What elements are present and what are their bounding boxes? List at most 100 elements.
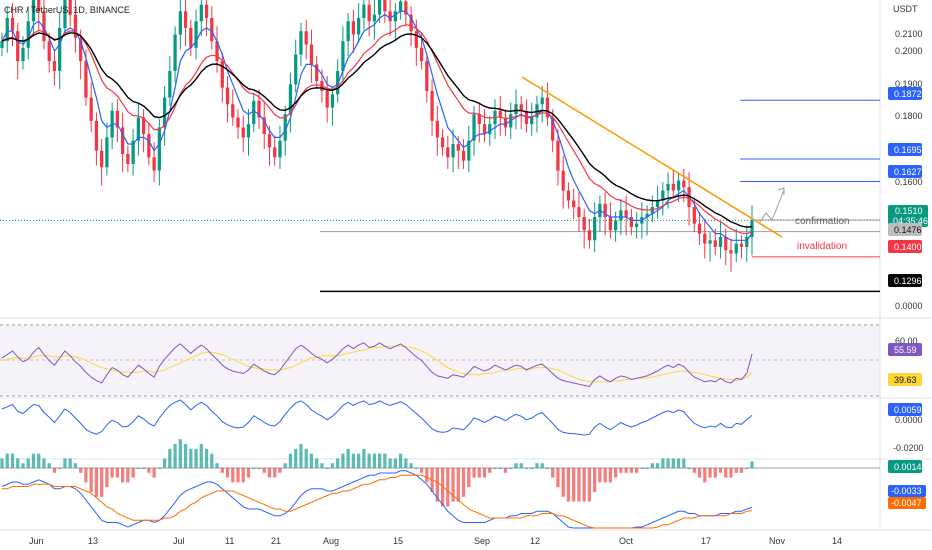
candle-body [136,117,140,141]
candle-body [582,217,586,231]
macd-histogram-bar [309,453,314,468]
candle-body [26,21,30,48]
candle-body [624,210,628,218]
macd-histogram-bar [503,468,508,473]
candle-body [241,127,245,138]
candle-body [351,21,356,35]
candle-body [593,217,597,241]
ema-mid-line [1,24,753,235]
candle-body [315,64,319,81]
candle-body [566,190,571,201]
macd-histogram-bar [126,468,130,483]
candle-body [551,117,555,141]
tag-0.1872 [888,87,922,100]
macd-histogram-bar [556,468,560,488]
candle-body [68,0,72,15]
macd-histogram-bar [42,458,46,468]
macd-histogram-bar [5,453,9,468]
macd-histogram-bar [603,468,607,483]
candle-body [461,150,466,161]
macd-histogram-bar [446,468,450,507]
macd-histogram-bar [31,453,36,468]
macd-histogram-bar [73,463,78,468]
candle-body [655,200,660,208]
macd-histogram-bar [614,468,618,478]
candle-body [388,11,392,22]
candle-body [446,147,450,158]
macd-histogram-bar [561,468,565,497]
candle-body [162,97,167,128]
macd-histogram-bar [79,468,83,473]
candle-body [661,190,665,201]
time-label: 13 [88,536,98,546]
candle-body [603,203,607,218]
macd-histogram-bar [367,453,371,468]
candle-body [545,97,550,118]
macd-histogram-bar [152,468,156,478]
macd-histogram-bar [16,458,20,468]
candle-body [629,217,633,227]
macd-histogram-bar [225,468,230,478]
candle-body [530,117,534,125]
macd-histogram-bar [451,468,455,502]
oscillator-line [1,399,753,436]
macd-histogram-bar [666,458,670,468]
macd-histogram-bar [482,468,487,478]
candle-body [519,104,523,111]
candle-body [676,180,681,191]
tag-text: 0.1695 [894,145,922,155]
macd-histogram-bar [566,468,571,502]
candle-body [199,4,203,22]
candle-body [210,17,214,42]
macd-histogram-bar [425,468,429,483]
candle-body [498,110,502,118]
rsi-ma-text: 39.63 [894,375,917,385]
macd-histogram-bar [220,468,224,473]
tag-text: 0.1627 [894,167,922,177]
candle-body [47,41,51,62]
macd-histogram-bar [121,468,125,483]
candle-body [52,61,57,72]
time-label: 21 [271,536,281,546]
macd-histogram-bar [409,463,413,468]
candle-body [540,97,544,105]
candle-body [472,114,476,141]
candle-body [330,94,335,108]
macd-histogram-bar [336,458,340,468]
candle-body [724,236,728,251]
macd-histogram-bar [288,453,293,468]
macd-histogram-bar [0,458,4,468]
macd-histogram-bar [178,439,182,468]
macd-histogram-bar [37,453,41,468]
macd-histogram-bar [514,463,518,468]
candle-body [346,21,350,42]
candle-body [168,71,172,98]
time-label: Sep [474,536,490,546]
macd-histogram-bar [640,468,644,469]
macd-histogram-bar [692,468,696,473]
macd-histogram-bar [398,453,403,468]
macd-histogram-bar [162,458,167,468]
candle-body [194,21,198,48]
macd-group [0,439,880,529]
tag-text: 0.1476 [894,225,922,235]
macd-histogram-bar [168,448,172,468]
candle-body [619,210,623,221]
candle-body [257,100,261,118]
candle-body [16,31,20,62]
candle-body [435,120,439,138]
macd-histogram-bar [173,444,177,468]
macd-histogram-bar [745,468,749,469]
price-tick: 0.2100 [895,29,923,39]
candle-body [514,104,518,115]
time-label: Nov [769,536,786,546]
macd-histogram-bar [687,468,691,469]
macd-histogram-bar [315,458,319,468]
candle-body [372,14,377,22]
candle-body [278,140,282,158]
macd-histogram-bar [624,468,628,473]
candle-body [608,217,613,231]
macd-histogram-bar [278,468,282,473]
time-label: Aug [323,536,339,546]
